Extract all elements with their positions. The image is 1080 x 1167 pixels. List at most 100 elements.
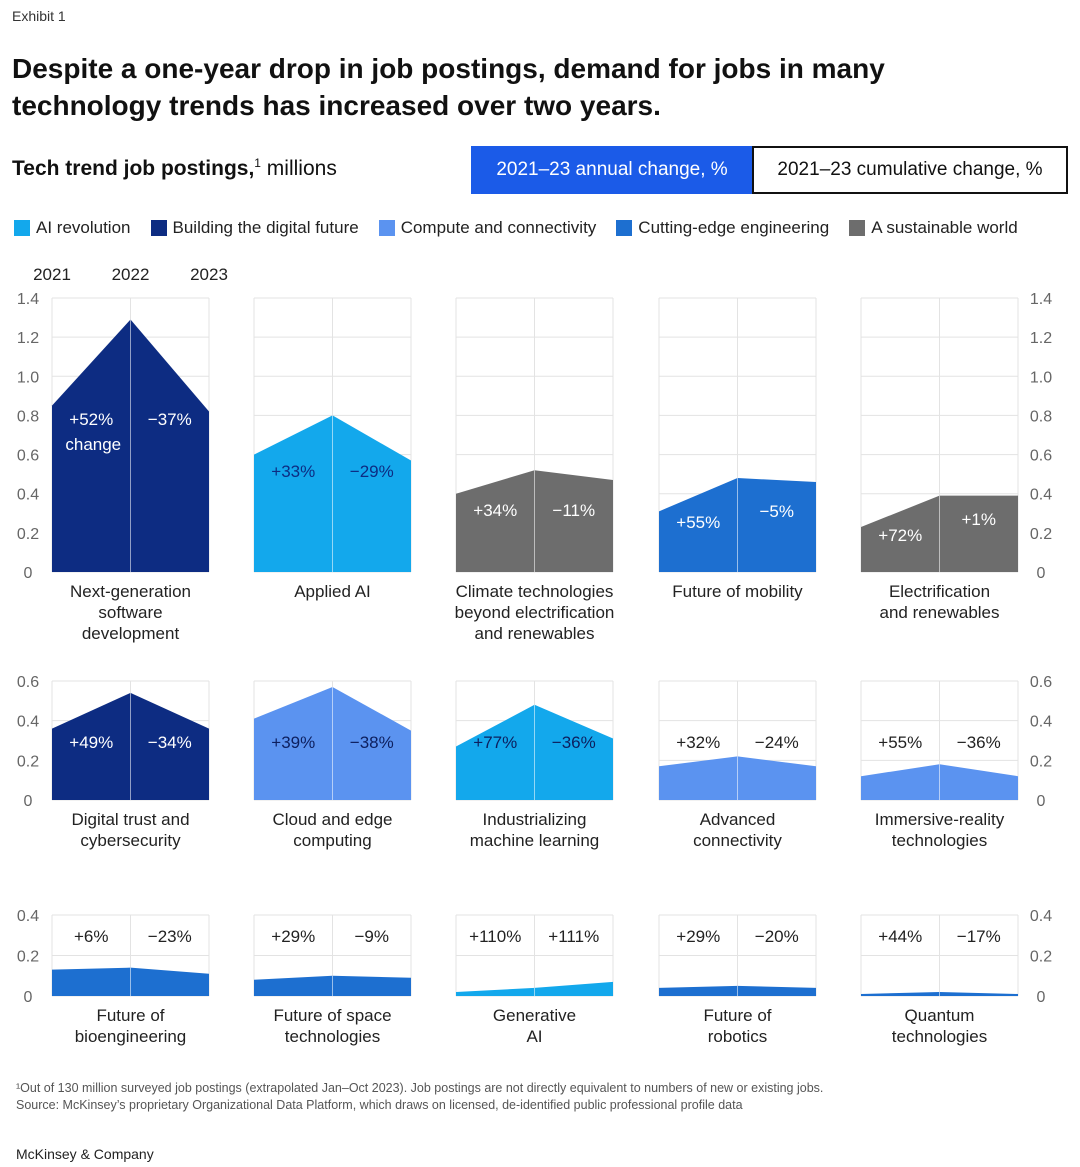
year-tick-label: 2022 <box>112 265 150 284</box>
change-label-second: +111% <box>548 927 599 946</box>
small-multiples-chart: 2021 2022 2023 0 0 0.2 0.2 0.4 0.4 0.6 0.6 0.8 0.8 1.… <box>17 265 1052 1046</box>
subtitle-bold: Tech trend job postings, <box>12 157 255 180</box>
panel-category-label: development <box>82 624 180 643</box>
y-tick-label-right: 0.2 <box>1030 753 1052 770</box>
panel-category-label: Climate technologies <box>456 582 614 601</box>
y-tick-label-left: 1.2 <box>17 330 39 347</box>
panel-category-label: cybersecurity <box>80 831 181 850</box>
legend-swatch <box>616 220 633 236</box>
y-tick-label-left: 0.2 <box>17 526 39 543</box>
change-label-first: +44% <box>878 927 922 946</box>
y-tick-label-left: 1.0 <box>17 369 39 386</box>
change-label-second: −34% <box>148 733 192 752</box>
chart-panel: +55% −5% Future of mobility <box>658 297 817 601</box>
panel-category-label: Immersive-reality <box>875 810 1005 829</box>
chart-panel: +32% −24% Advanced connectivity <box>658 680 817 850</box>
panel-category-label: technologies <box>892 1027 987 1046</box>
change-label-second: −17% <box>957 927 1001 946</box>
chart-panel: +49% −34% Digital trust and cybersecurity <box>51 680 210 850</box>
y-tick-label-left: 0.4 <box>17 487 39 504</box>
panel-category-label: computing <box>293 831 371 850</box>
panel-category-label: software <box>98 603 162 622</box>
panel-category-label: Future of <box>703 1006 771 1025</box>
change-label-second: −23% <box>148 927 192 946</box>
change-label-second: −5% <box>760 502 795 521</box>
y-tick-label-right: 0 <box>1037 989 1046 1006</box>
change-label-second: −36% <box>957 733 1001 752</box>
chart-panel: +39% −38% Cloud and edge computing <box>253 680 412 850</box>
legend-swatch <box>378 220 395 236</box>
legend-item: Building the digital future <box>150 218 359 238</box>
year-tick-label: 2023 <box>190 265 228 284</box>
change-label-first: +39% <box>271 733 315 752</box>
legend-label: A sustainable world <box>871 218 1018 237</box>
panel-category-label: Industrializing <box>483 810 587 829</box>
panel-category-label: Applied AI <box>294 582 371 601</box>
legend-swatch <box>150 220 167 236</box>
brand-logo: McKinsey & Company <box>16 1146 154 1162</box>
chart-panel: +29% −20% Future of robotics <box>658 914 817 1046</box>
change-label-first: +29% <box>676 927 720 946</box>
chart-panel: +77% −36% Industrializing machine learning <box>455 680 614 850</box>
legend-item: AI revolution <box>14 218 131 238</box>
change-label-second: −38% <box>350 733 394 752</box>
y-tick-label-right: 0.6 <box>1030 674 1052 691</box>
legend-label: AI revolution <box>36 218 131 237</box>
y-tick-label-left: 0.8 <box>17 408 39 425</box>
panel-category-label: bioengineering <box>75 1027 187 1046</box>
change-label-first: +55% <box>676 513 720 532</box>
change-label-second: −24% <box>755 733 799 752</box>
legend-label: Cutting-edge engineering <box>638 218 830 237</box>
change-label-first: +33% <box>271 462 315 481</box>
chart-panel: +34% −11% Climate technologies beyond elect… <box>455 297 615 643</box>
change-label-first: +6% <box>74 927 109 946</box>
change-label-second: −37% <box>148 410 192 429</box>
y-tick-label-left: 0.6 <box>17 674 39 691</box>
panel-category-label: Digital trust and <box>71 810 189 829</box>
y-tick-label-right: 0.4 <box>1030 714 1052 731</box>
panel-category-label: Advanced <box>700 810 776 829</box>
change-label-first: +52% <box>69 410 113 429</box>
y-tick-label-right: 1.2 <box>1030 330 1052 347</box>
legend-item: Compute and connectivity <box>378 218 596 238</box>
panel-category-label: connectivity <box>693 831 782 850</box>
legend-label: Building the digital future <box>172 218 359 237</box>
y-tick-label-right: 0.4 <box>1030 487 1052 504</box>
change-label-first: +55% <box>878 733 922 752</box>
change-label-second: −9% <box>355 927 390 946</box>
y-tick-label-right: 1.0 <box>1030 369 1052 386</box>
panel-category-label: Future of mobility <box>672 582 803 601</box>
panel-category-label: and renewables <box>474 624 594 643</box>
subtitle-footnote-mark: 1 <box>254 156 261 170</box>
legend-swatch <box>14 220 30 236</box>
change-label-first: +72% <box>878 526 922 545</box>
panel-category-label: beyond electrification <box>455 603 615 622</box>
panel-category-label: Future of space <box>273 1006 391 1025</box>
change-label-first: +49% <box>69 733 113 752</box>
footnote-line-1: ¹Out of 130 million surveyed job posting… <box>16 1081 824 1095</box>
panel-category-label: technologies <box>285 1027 380 1046</box>
footnote-source: Source: McKinsey’s proprietary Organizat… <box>16 1098 743 1112</box>
y-tick-label-right: 0.8 <box>1030 408 1052 425</box>
chart-panel: +55% −36% Immersive-reality technologies <box>860 680 1019 850</box>
y-tick-label-left: 0 <box>24 565 33 582</box>
toggle-cumulative-change[interactable]: 2021–23 cumulative change, % <box>752 146 1068 194</box>
exhibit-label: Exhibit 1 <box>12 8 66 24</box>
y-tick-label-left: 0 <box>24 989 33 1006</box>
change-label-note: change <box>65 435 121 454</box>
panel-category-label: and renewables <box>879 603 999 622</box>
panel-category-label: Next-generation <box>70 582 191 601</box>
legend-swatch <box>849 220 866 236</box>
subtitle-unit: millions <box>260 157 337 180</box>
toggle-annual-change[interactable]: 2021–23 annual change, % <box>471 146 753 194</box>
y-tick-label-left: 0 <box>24 793 33 810</box>
y-tick-label-left: 0.4 <box>17 714 39 731</box>
y-tick-label-left: 0.2 <box>17 753 39 770</box>
y-tick-label-left: 0.6 <box>17 448 39 465</box>
footnote: ¹Out of 130 million surveyed job posting… <box>16 1080 1066 1114</box>
y-tick-label-right: 0.2 <box>1030 949 1052 966</box>
panel-category-label: Generative <box>493 1006 576 1025</box>
change-label-first: +34% <box>473 501 517 520</box>
change-label-first: +110% <box>469 927 521 946</box>
chart-panel: +44% −17% Quantum technologies <box>860 914 1019 1046</box>
